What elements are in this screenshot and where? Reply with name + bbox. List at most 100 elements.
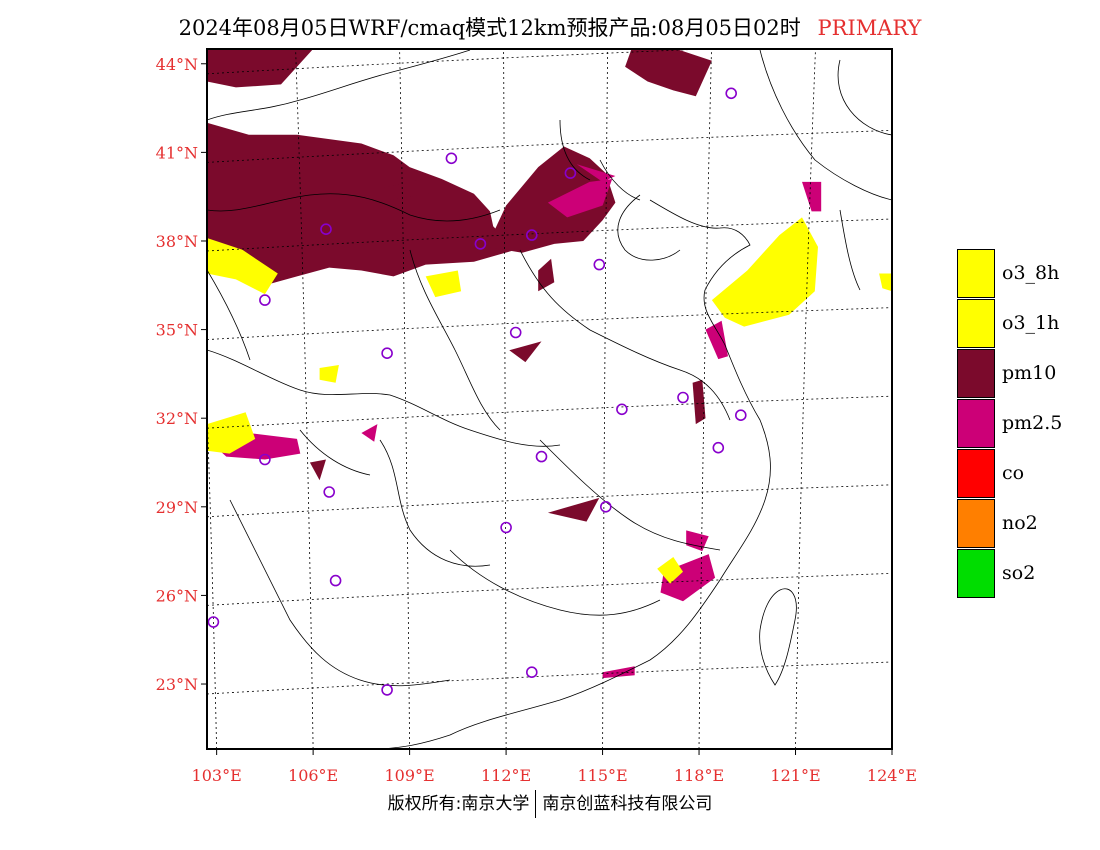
station-marker <box>259 453 271 466</box>
region-pm25 <box>547 179 613 218</box>
station-marker <box>329 574 342 587</box>
lat-tick-label: 29°N <box>156 498 198 517</box>
copyright-footer: 版权所有:南京大学 南京创蓝科技有限公司 <box>0 789 1100 818</box>
coastline-borders <box>207 49 892 749</box>
region-o3_8h <box>207 238 278 295</box>
lat-tick-label: 23°N <box>156 675 198 694</box>
legend-swatch-pm25 <box>957 399 995 448</box>
legend-label-pm25: pm2.5 <box>1002 412 1063 434</box>
region-pm25 <box>660 554 716 602</box>
region-pm10 <box>309 459 326 481</box>
lat-tick-label: 41°N <box>156 143 198 162</box>
station-marker <box>677 391 689 404</box>
station-marker <box>564 167 577 179</box>
copyright-right: 南京创蓝科技有限公司 <box>542 794 713 814</box>
station-marker <box>323 486 336 498</box>
region-pm10 <box>692 379 706 425</box>
legend-swatch-so2 <box>957 549 995 598</box>
region-pm10 <box>486 146 616 253</box>
lon-tick-label: 106°E <box>288 766 338 785</box>
station-marker <box>381 347 393 360</box>
lat-tick-label: 44°N <box>156 55 198 74</box>
title-text: 2024年08月05日WRF/cmaq模式12km预报产品:08月05日02时 <box>178 16 801 40</box>
station-marker <box>445 152 458 165</box>
region-pm25 <box>686 530 709 552</box>
legend-label-o3-8h: o3_8h <box>1002 262 1060 284</box>
station-marker <box>474 238 487 250</box>
legend-item-o3-8h: o3_8h <box>957 249 1097 299</box>
map-title: 2024年08月05日WRF/cmaq模式12km预报产品:08月05日02时 … <box>0 12 1100 42</box>
station-marker <box>599 500 612 513</box>
primary-tag: PRIMARY <box>817 16 922 40</box>
lon-tick-label: 103°E <box>192 766 242 785</box>
region-o3_8h <box>425 270 462 298</box>
region-pm25 <box>802 181 822 212</box>
lat-tick-label: 26°N <box>156 586 198 605</box>
legend-label-o3-1h: o3_1h <box>1002 312 1060 334</box>
pollutant-legend: o3_8h o3_1h pm10 pm2.5 co no2 so2 <box>957 249 1097 599</box>
lon-grid-line <box>698 49 712 749</box>
station-marker <box>320 223 332 235</box>
station-marker <box>734 409 747 422</box>
lon-grid-line <box>399 49 410 749</box>
legend-item-no2: no2 <box>957 499 1097 549</box>
region-pm25 <box>361 424 378 442</box>
station-marker <box>593 258 606 271</box>
lat-tick-label: 32°N <box>156 409 198 428</box>
monitoring-stations <box>207 87 747 696</box>
region-o3_8h <box>879 273 892 292</box>
grid-lines <box>207 49 892 749</box>
region-pm10 <box>547 497 600 522</box>
legend-swatch-o3-1h <box>957 299 995 348</box>
station-marker <box>381 684 393 696</box>
legend-item-pm25: pm2.5 <box>957 399 1097 449</box>
lon-tick-label: 118°E <box>674 766 724 785</box>
legend-label-co: co <box>1002 462 1025 484</box>
lon-tick-label: 115°E <box>577 766 627 785</box>
map-frame <box>206 48 893 750</box>
legend-item-pm10: pm10 <box>957 349 1097 399</box>
lat-tick-label: 38°N <box>156 232 198 251</box>
region-o3_8h <box>319 365 339 383</box>
region-pm10 <box>383 179 429 200</box>
station-marker <box>725 87 738 100</box>
legend-label-so2: so2 <box>1002 562 1036 584</box>
lon-grid-line <box>503 49 507 749</box>
station-marker <box>509 326 522 339</box>
lat-tick-label: 35°N <box>156 321 198 340</box>
legend-swatch-o3-8h <box>957 249 995 298</box>
station-marker <box>616 403 628 416</box>
legend-label-no2: no2 <box>1002 512 1038 534</box>
region-pm10 <box>538 258 555 292</box>
legend-item-o3-1h: o3_1h <box>957 299 1097 349</box>
region-o3_8h <box>711 217 818 327</box>
legend-item-so2: so2 <box>957 549 1097 599</box>
lon-grid-line <box>602 49 608 749</box>
legend-swatch-co <box>957 449 995 498</box>
pollution-regions <box>207 49 892 679</box>
lon-grid-line <box>891 732 892 749</box>
station-marker <box>712 441 725 454</box>
region-o3_8h <box>207 412 256 454</box>
station-marker <box>500 521 512 534</box>
region-pm10 <box>207 122 516 286</box>
station-marker <box>525 666 538 679</box>
lon-tick-label: 109°E <box>384 766 434 785</box>
region-pm25 <box>576 164 616 182</box>
footer-divider <box>535 790 537 818</box>
region-o3_8h <box>657 557 683 584</box>
region-pm10 <box>207 49 314 88</box>
lon-tick-label: 124°E <box>867 766 917 785</box>
station-marker <box>535 450 548 463</box>
legend-swatch-pm10 <box>957 349 995 398</box>
station-marker <box>259 294 271 306</box>
region-pm25 <box>705 320 728 360</box>
legend-label-pm10: pm10 <box>1002 362 1057 384</box>
station-marker <box>525 229 538 241</box>
legend-item-co: co <box>957 449 1097 499</box>
region-pm10 <box>509 341 542 363</box>
region-pm10 <box>625 49 712 97</box>
region-pm25 <box>602 666 635 679</box>
copyright-left: 版权所有:南京大学 <box>387 794 530 814</box>
